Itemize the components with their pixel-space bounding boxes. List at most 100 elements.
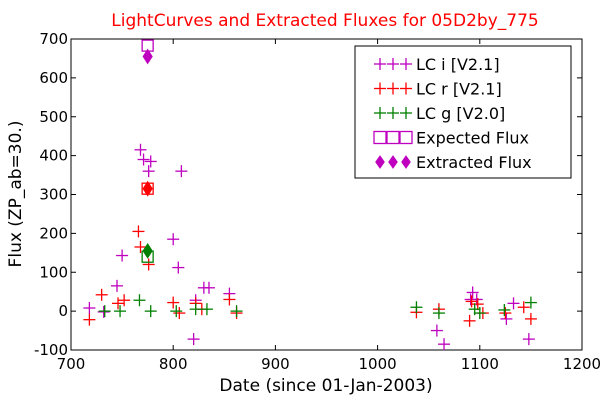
data-point <box>466 286 479 299</box>
data-point <box>133 294 146 307</box>
legend-marker <box>387 82 399 95</box>
legend-label: LC r [V2.1] <box>416 80 502 99</box>
data-point <box>95 288 108 301</box>
legend: LC i [V2.1] LC r [V2.1] LC g [V2.0] Expecte… <box>354 45 572 179</box>
legend-entry-lc-r-v2-1: LC r [V2.1] <box>374 80 502 99</box>
x-axis-label: Date (since 01-Jan-2003) <box>219 376 432 396</box>
data-point <box>507 297 520 310</box>
y-tick-label: 700 <box>39 30 68 48</box>
data-point <box>430 324 443 337</box>
data-point <box>200 303 213 316</box>
x-tick-label: 800 <box>159 355 188 373</box>
y-tick-label: 200 <box>39 224 68 242</box>
data-point <box>114 305 127 318</box>
data-point <box>142 258 155 271</box>
flux-marker <box>142 242 153 259</box>
data-point <box>223 293 236 306</box>
legend-box <box>354 45 572 179</box>
x-tick-label: 1000 <box>359 355 397 373</box>
data-point <box>83 313 96 326</box>
legend-label: Extracted Flux <box>416 153 532 172</box>
y-tick-label: 600 <box>39 69 68 87</box>
data-point <box>175 165 188 178</box>
y-tick-label: 0 <box>58 302 68 320</box>
data-point <box>110 279 123 292</box>
data-point <box>230 305 243 318</box>
data-point <box>116 249 129 262</box>
data-point <box>83 302 96 315</box>
legend-marker <box>375 155 385 169</box>
data-point <box>142 165 155 178</box>
y-tick-label: 300 <box>39 186 68 204</box>
legend-marker <box>374 107 386 119</box>
data-point <box>134 143 147 156</box>
data-point <box>132 225 145 238</box>
legend-entry-lc-g-v2-0: LC g [V2.0] <box>374 104 505 123</box>
legend-entry-expected-flux: Expected Flux <box>373 129 529 148</box>
data-point <box>471 298 484 311</box>
y-tick-label: 500 <box>39 108 68 126</box>
data-point <box>438 338 451 351</box>
data-point <box>97 305 110 318</box>
data-point <box>144 155 157 168</box>
chart-title: LightCurves and Extracted Fluxes for 05D… <box>111 11 538 31</box>
flux-marker <box>142 180 153 197</box>
legend-marker <box>400 107 412 119</box>
data-point <box>173 307 186 320</box>
data-point <box>170 305 183 318</box>
legend-label: LC g [V2.0] <box>416 104 505 123</box>
legend-marker <box>387 58 399 70</box>
data-point <box>187 333 200 346</box>
y-axis-label: Flux (ZP_ab=30.) <box>6 121 26 268</box>
series-lc-i-v2-1 <box>83 143 535 351</box>
data-point <box>473 307 486 320</box>
legend-marker <box>374 58 386 70</box>
data-point <box>500 312 513 325</box>
legend-label: LC i [V2.1] <box>416 55 500 74</box>
data-point <box>522 333 535 346</box>
data-point <box>172 261 185 274</box>
data-point <box>524 296 537 309</box>
y-tick-label: 100 <box>39 263 68 281</box>
x-tick-label: 1100 <box>461 355 499 373</box>
data-point <box>167 296 180 309</box>
data-point <box>498 303 511 316</box>
data-point <box>137 153 150 166</box>
data-point <box>432 307 445 320</box>
legend-marker <box>387 107 399 119</box>
axis-ticks: 700 800 900 1000 1100 1200 -100 0 100 200 300 400 50… <box>34 30 600 373</box>
data-point <box>470 293 483 306</box>
x-tick-label: 1200 <box>563 355 600 373</box>
legend-marker <box>401 155 411 169</box>
data-point <box>410 301 423 314</box>
data-point <box>142 48 153 65</box>
y-tick-label: 400 <box>39 147 68 165</box>
legend-label: Expected Flux <box>416 129 529 148</box>
series-extracted-flux <box>142 48 153 65</box>
x-tick-label: 700 <box>57 355 86 373</box>
legend-marker <box>399 130 413 145</box>
legend-marker <box>373 130 387 145</box>
legend-marker <box>400 58 412 70</box>
legend-marker <box>374 82 386 95</box>
data-point <box>524 312 537 325</box>
data-point <box>134 240 147 253</box>
legend-entry-lc-i-v2-1: LC i [V2.1] <box>374 55 500 74</box>
y-tick-label: -100 <box>34 341 68 359</box>
legend-marker <box>400 82 412 95</box>
data-point <box>118 294 131 307</box>
legend-marker <box>388 155 398 169</box>
data-point <box>167 233 180 246</box>
x-tick-label: 900 <box>261 355 290 373</box>
data-point <box>463 314 476 327</box>
data-point <box>189 303 202 316</box>
legend-marker <box>386 130 400 145</box>
data-marks <box>83 39 537 351</box>
data-point <box>98 305 111 318</box>
data-point <box>499 307 512 320</box>
data-point <box>465 295 478 308</box>
series-lc-g-v2-0 <box>98 294 537 320</box>
data-point <box>144 305 157 318</box>
flux-markers <box>141 180 154 263</box>
